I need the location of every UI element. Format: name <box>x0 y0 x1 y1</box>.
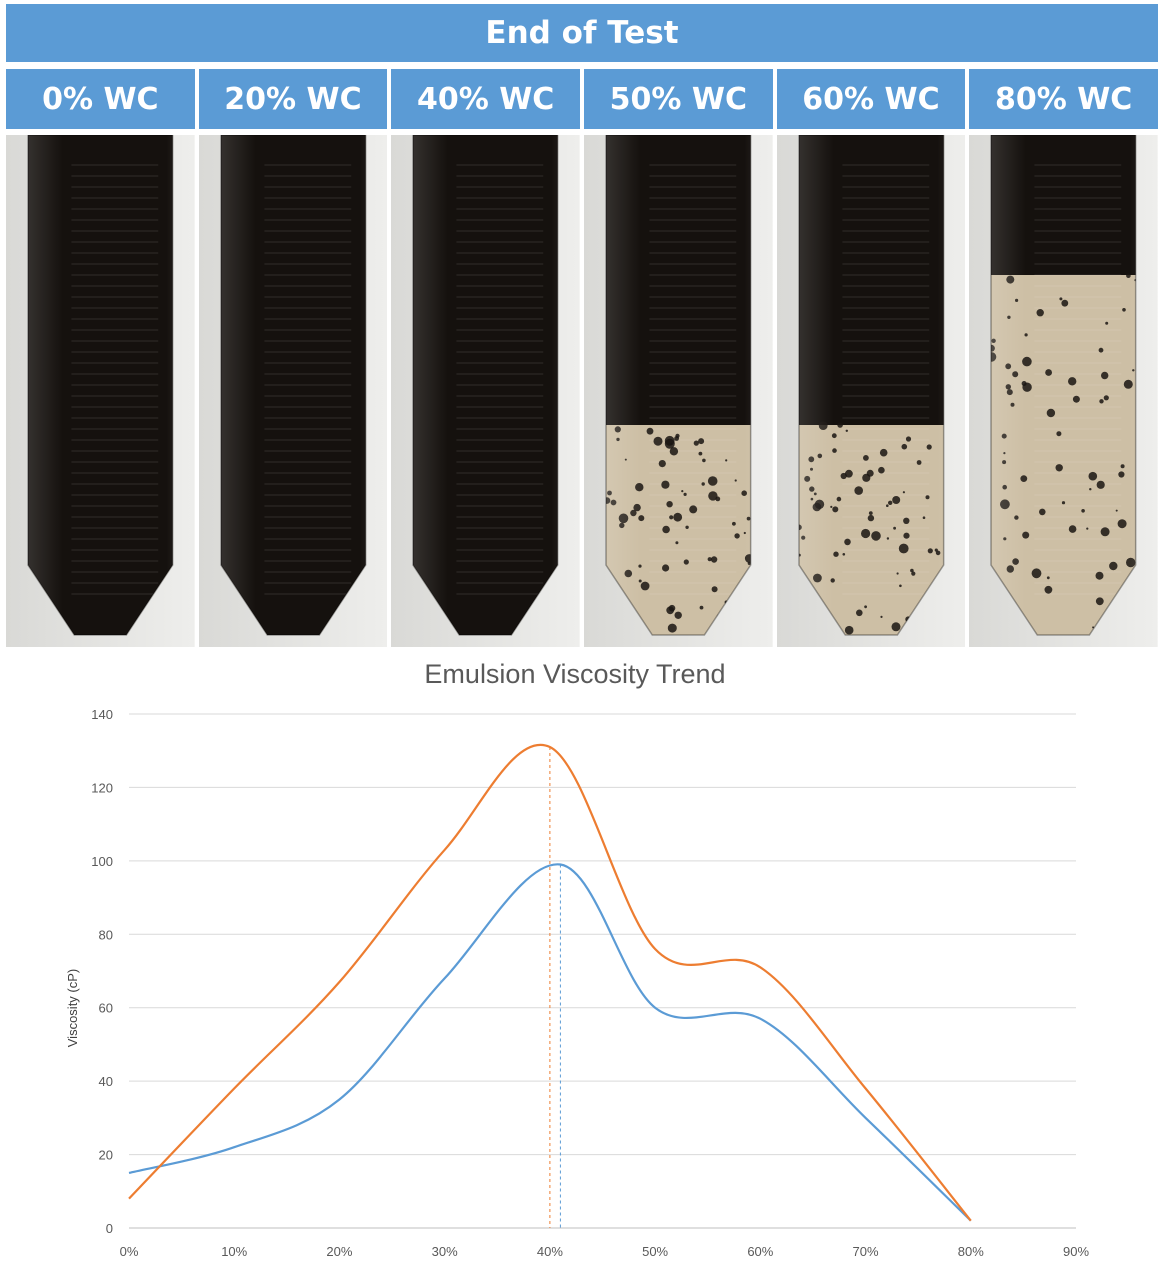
sample-photos <box>6 135 1158 647</box>
x-tick-labels: 0% 10% 20% 30% 40% 50% 60% 70% 80% 90% <box>120 1244 1090 1259</box>
tube-photo <box>584 135 773 647</box>
x-tick-label: 70% <box>853 1244 879 1259</box>
header-title: End of Test <box>6 4 1158 62</box>
tube-photo <box>6 135 195 647</box>
x-tick-label: 20% <box>326 1244 352 1259</box>
sample-label: 40% WC <box>391 69 580 129</box>
x-tick-label: 60% <box>747 1244 773 1259</box>
viscosity-chart: Emulsion Viscosity Trend Viscosity (cP) … <box>65 659 1090 1259</box>
y-tick-label: 40 <box>99 1074 113 1089</box>
sample-label: 0% WC <box>6 69 195 129</box>
y-tick-labels: 0 20 40 60 80 100 120 140 <box>91 707 113 1236</box>
x-tick-label: 40% <box>537 1244 563 1259</box>
sample-label: 20% WC <box>198 69 388 129</box>
x-tick-label: 30% <box>432 1244 458 1259</box>
x-tick-label: 0% <box>120 1244 139 1259</box>
y-tick-label: 120 <box>91 780 113 795</box>
series-line <box>128 743 972 1222</box>
y-tick-label: 60 <box>99 1001 113 1016</box>
sample-label: 80% WC <box>969 69 1158 129</box>
y-tick-label: 20 <box>99 1148 113 1163</box>
sample-label: 50% WC <box>584 69 773 129</box>
y-axis-label: Viscosity (cP) <box>65 969 80 1048</box>
y-tick-label: 100 <box>91 854 113 869</box>
y-tick-label: 80 <box>99 927 113 942</box>
x-tick-label: 50% <box>642 1244 668 1259</box>
x-tick-label: 80% <box>958 1244 984 1259</box>
x-tick-label: 90% <box>1063 1244 1089 1259</box>
chart-series <box>128 743 972 1228</box>
x-tick-label: 10% <box>221 1244 247 1259</box>
chart-gridlines <box>129 713 1076 1229</box>
tube-photo <box>391 135 580 647</box>
y-tick-label: 140 <box>91 707 113 722</box>
tube-photo <box>776 135 966 647</box>
chart-title: Emulsion Viscosity Trend <box>424 659 725 689</box>
sample-labels: 0% WC 20% WC 40% WC 50% WC 60% WC 80% WC <box>6 69 1158 129</box>
y-tick-label: 0 <box>106 1221 113 1236</box>
sample-label: 60% WC <box>776 69 966 129</box>
tube-photo <box>969 135 1158 647</box>
series-line <box>128 863 972 1222</box>
tube-photo <box>198 135 388 647</box>
